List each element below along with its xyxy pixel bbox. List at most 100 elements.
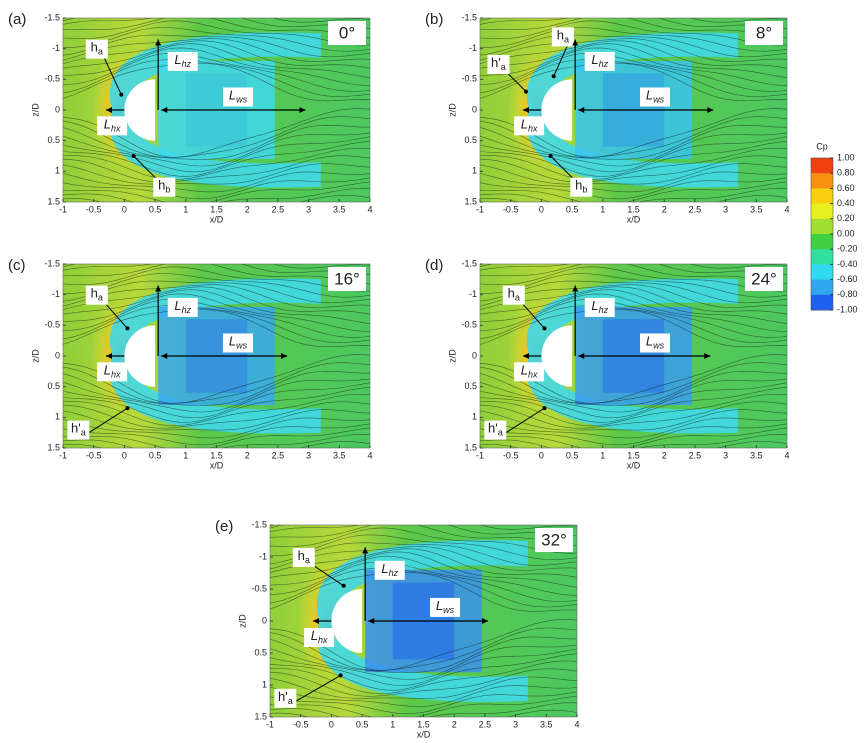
x-tick-label: -0.5 (503, 204, 519, 214)
x-tick-label: 1.5 (417, 719, 430, 729)
x-tick-label: 2.5 (479, 719, 492, 729)
streamline (63, 63, 370, 102)
annotation: Lhx (104, 117, 121, 134)
annotation-point (338, 673, 343, 678)
annotation: ha (508, 286, 520, 303)
x-tick-label: -1 (476, 204, 484, 214)
streamline (480, 187, 787, 202)
y-tick-label: 0.5 (47, 135, 60, 145)
colorbar-tick-label: 0.60 (837, 183, 855, 193)
streamline (270, 542, 577, 566)
x-tick-label: 3 (306, 204, 311, 214)
annotation-main: h (91, 40, 98, 55)
x-tick-label: 3 (723, 204, 728, 214)
y-tick-label: -1 (469, 289, 477, 299)
annotation-point (548, 154, 553, 158)
annotation-point (551, 74, 556, 79)
streamline (480, 171, 787, 193)
x-tick-label: 3.5 (540, 719, 553, 729)
annotation-box (85, 285, 108, 305)
streamline (63, 38, 370, 62)
annotation-box (584, 297, 615, 317)
streamline (480, 286, 787, 315)
annotation: Lws (646, 88, 665, 105)
panel: -1 -0.5 0 0.5 1 1.5 2 2.5 3 3.5 4 -1.5 -1 -0.5 0 0.5 1 1.… (8, 11, 373, 224)
streamline (63, 433, 370, 448)
arrow-head (161, 353, 168, 359)
body (124, 79, 156, 141)
annotation-main: L (104, 363, 111, 378)
angle-label: 0° (339, 23, 355, 42)
annotation: Lhx (311, 628, 328, 645)
x-tick-label: 2 (452, 719, 457, 729)
arrow-head (105, 353, 112, 359)
x-tick-label: 2 (245, 204, 250, 214)
angle-box (328, 21, 366, 45)
colorbar-segment (811, 203, 833, 220)
y-tick-label: -1 (469, 43, 477, 53)
annotation-main: L (381, 561, 388, 576)
annotation-sub: hx (318, 635, 328, 645)
x-tick-label: -1 (266, 719, 274, 729)
streamline (63, 387, 370, 423)
y-tick-label: -1.5 (461, 12, 477, 22)
panel-label: (b) (425, 11, 443, 28)
streamline (63, 309, 370, 348)
streamline (63, 264, 370, 275)
y-axis-label: z/D (447, 349, 457, 363)
streamline (480, 441, 787, 448)
streamline (480, 136, 787, 173)
x-axis-label: x/D (210, 460, 224, 470)
angle-label: 32° (541, 530, 567, 549)
streamline (63, 52, 370, 92)
x-tick-label: 0 (122, 204, 127, 214)
annotation: h'a (488, 421, 503, 438)
streamline (480, 289, 787, 324)
y-tick-label: 0 (55, 350, 60, 360)
arrow-head (155, 285, 162, 292)
colorbar-tick-label: -0.20 (837, 244, 858, 254)
annotation: Lws (436, 598, 455, 615)
arrow-head (105, 107, 112, 113)
annotation-main: L (229, 88, 236, 103)
y-tick-label: 1 (472, 412, 477, 422)
streamline (480, 382, 787, 419)
x-tick-label: 2 (245, 450, 250, 460)
x-tick-label: -0.5 (86, 450, 102, 460)
streamline (270, 636, 577, 673)
x-tick-label: 1 (600, 204, 605, 214)
annotation-sub: b (165, 185, 170, 195)
streamline (480, 387, 787, 423)
x-tick-label: 0 (329, 719, 334, 729)
streamline (270, 555, 577, 596)
streamline (63, 264, 370, 285)
streamline (63, 264, 370, 269)
panel-label: (d) (425, 257, 443, 274)
streamline (270, 510, 577, 524)
streamline (63, 441, 370, 448)
annotation-box (85, 39, 108, 59)
streamline (480, 423, 787, 446)
streamline (480, 305, 787, 343)
streamline (480, 18, 787, 29)
x-tick-label: 1 (600, 450, 605, 460)
x-tick-label: 0 (122, 450, 127, 460)
streamline (63, 40, 370, 69)
arrow-head (578, 353, 585, 359)
y-axis-label: z/D (447, 103, 457, 117)
y-tick-label: 1 (55, 412, 60, 422)
arrow-head (368, 618, 375, 624)
colorbar-segment (811, 158, 833, 174)
y-tick-label: 0.5 (464, 135, 477, 145)
angle-box (745, 267, 783, 291)
y-tick-label: 1.5 (464, 196, 477, 206)
body (541, 325, 573, 387)
streamline (480, 433, 787, 448)
arrow-head (362, 547, 369, 554)
streamline (480, 370, 787, 406)
colorbar-tick-label: 0.00 (837, 228, 855, 238)
angle-label: 8° (756, 23, 772, 42)
y-tick-label: -0.5 (44, 74, 60, 84)
y-tick-label: 1 (55, 166, 60, 176)
y-tick-label: -0.5 (461, 74, 477, 84)
